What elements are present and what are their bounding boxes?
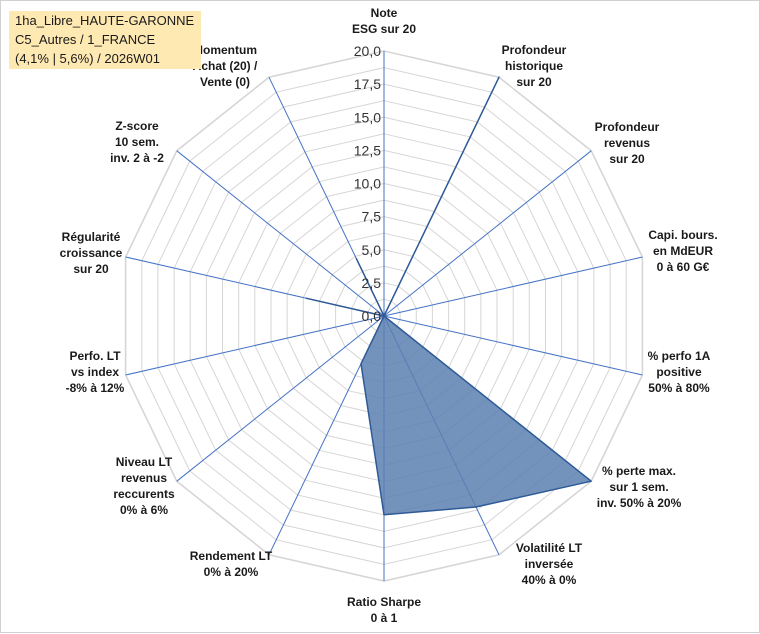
tick-label: 12,5	[354, 142, 381, 158]
axis-label: Note ESG sur 20	[352, 6, 416, 36]
series-area	[305, 76, 592, 516]
axis-label: Momentum Achat (20) / Vente (0)	[193, 43, 258, 89]
axis-label: Profondeur revenus sur 20	[595, 120, 660, 166]
tick-label: 17,5	[354, 76, 381, 92]
axis-spoke	[383, 150, 592, 317]
axis-spoke	[125, 315, 385, 376]
axis-label: Niveau LT revenus reccurents 0% à 6%	[113, 455, 175, 517]
axis-label: Volatilité LT inversée 40% à 0%	[516, 541, 583, 587]
title-line-2: C5_Autres / 1_FRANCE	[15, 32, 156, 47]
axis-label: Régularité croissance sur 20	[60, 230, 123, 276]
axis-labels: Note ESG sur 20 Profondeur historique sur 20…	[60, 6, 718, 625]
series-polygon	[305, 76, 592, 516]
axis-label: Ratio Sharpe 0 à 1	[347, 595, 421, 625]
axis-label: Capi. bours. en MdEUR 0 à 60 G€	[648, 228, 717, 274]
title-line-1: 1ha_Libre_HAUTE-GARONNE	[15, 13, 195, 28]
axis-label: Profondeur historique sur 20	[502, 43, 567, 89]
axis-spoke	[383, 256, 643, 317]
title-line-3: (4,1% | 5,6%) / 2026W01	[15, 51, 161, 66]
tick-label: 5,0	[362, 242, 382, 258]
tick-label: 20,0	[354, 43, 381, 59]
axis-spoke	[383, 315, 643, 376]
axis-label: Rendement LT 0% à 20%	[190, 549, 273, 579]
axis-label: % perfo 1A positive 50% à 80%	[648, 349, 711, 395]
tick-label: 2,5	[362, 275, 382, 291]
axis-spoke	[176, 150, 385, 317]
axis-label: Z-score 10 sem. inv. 2 à -2	[110, 119, 164, 165]
tick-label: 0,0	[362, 308, 382, 324]
axis-label: % perte max. sur 1 sem. inv. 50% à 20%	[597, 464, 682, 510]
tick-label: 10,0	[354, 176, 381, 192]
tick-label: 15,0	[354, 109, 381, 125]
axis-spoke	[176, 315, 385, 482]
axis-label: Perfo. LT vs index -8% à 12%	[66, 349, 125, 395]
tick-labels: 0,0 2,5 5,0 7,5 10,0 12,5 15,0 17,5 20,0	[354, 43, 381, 324]
chart-title-box: 1ha_Libre_HAUTE-GARONNE C5_Autres / 1_FR…	[9, 11, 201, 69]
tick-label: 7,5	[362, 209, 382, 225]
